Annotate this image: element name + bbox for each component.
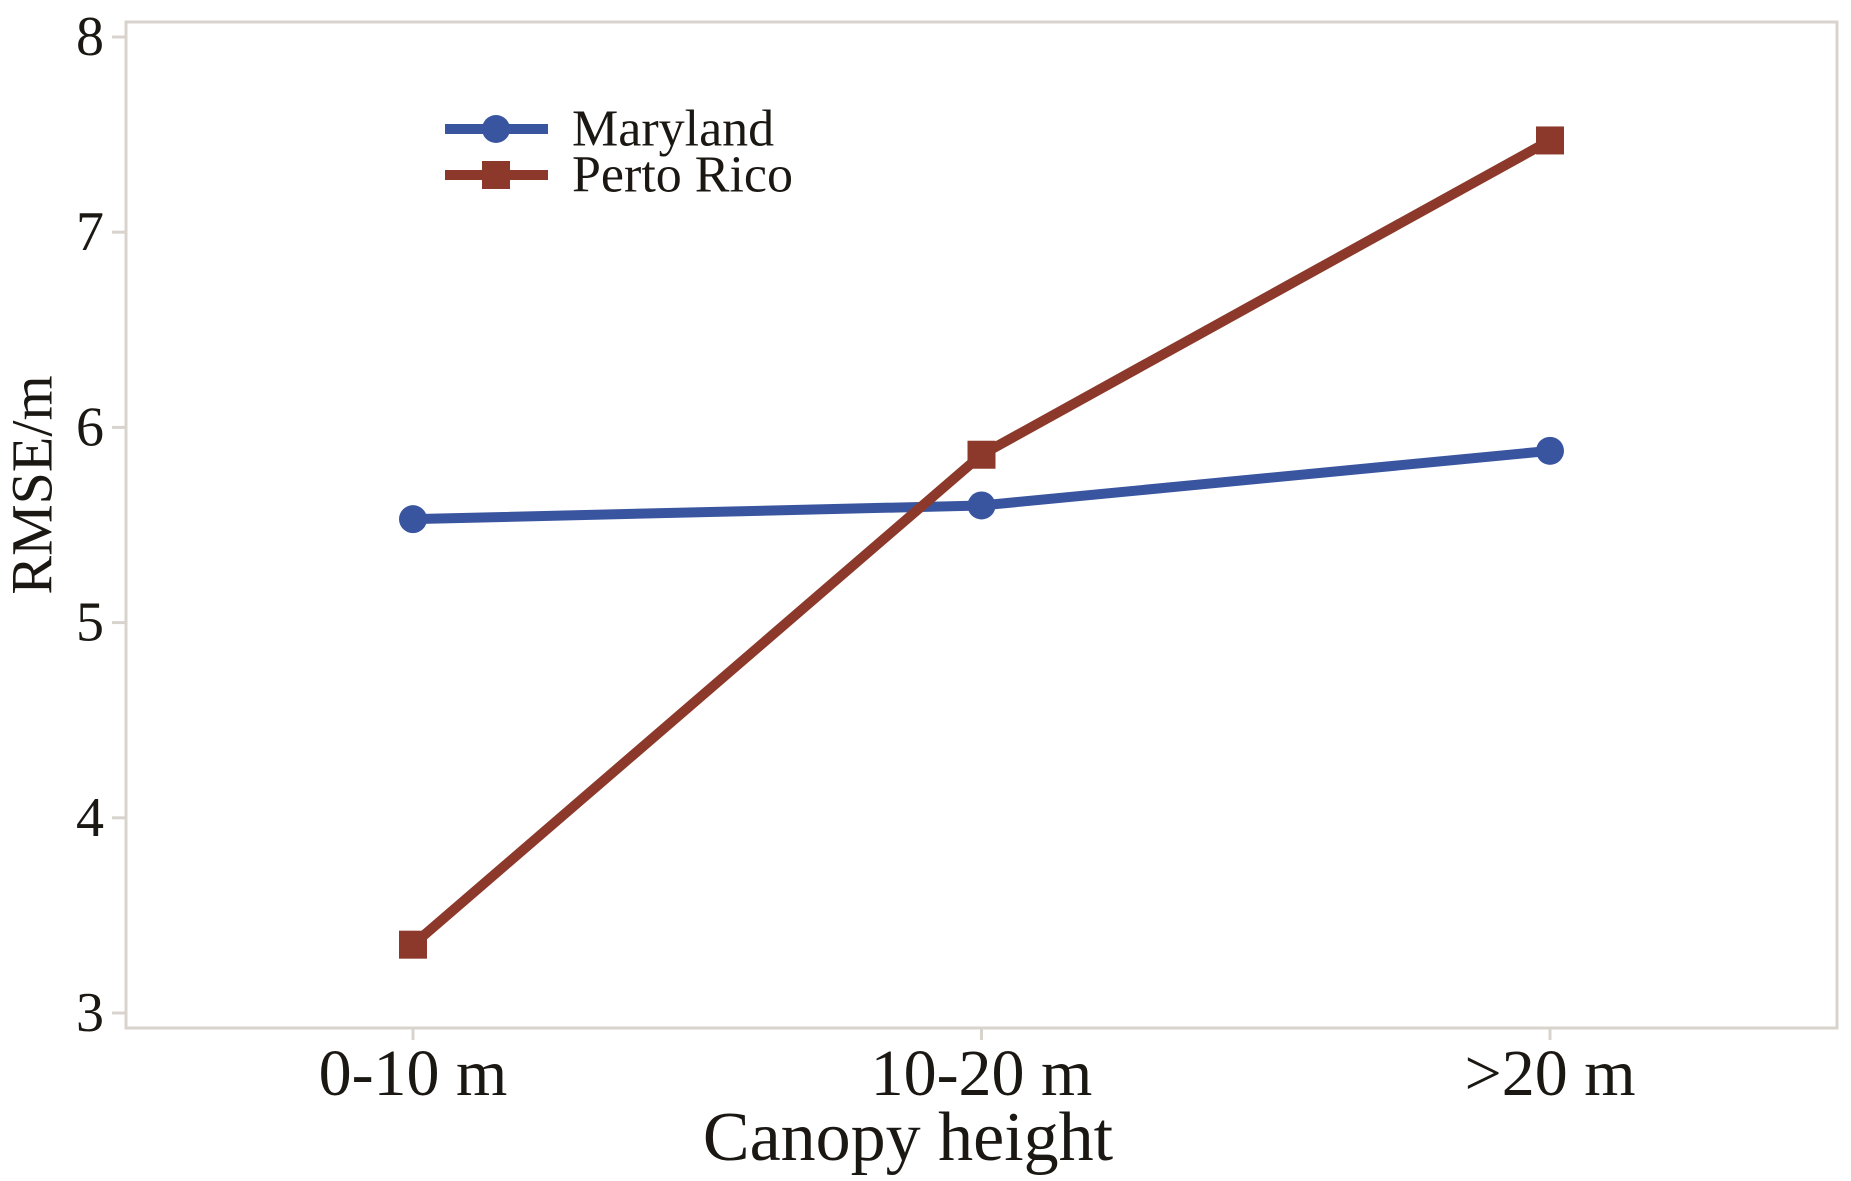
square-marker-icon-perto-rico-1 bbox=[967, 440, 996, 469]
circle-marker-icon-maryland-0 bbox=[399, 505, 427, 534]
x-axis-label: Canopy height bbox=[703, 1099, 1114, 1176]
square-marker-icon bbox=[482, 161, 510, 189]
plot-area: 3 4 5 6 7 8 0-10 m 10-20 m >20 m bbox=[76, 6, 1839, 1110]
x-tick-label: 0-10 m bbox=[319, 1037, 508, 1110]
x-tick-label: >20 m bbox=[1464, 1037, 1635, 1110]
legend-item-maryland: Maryland bbox=[445, 101, 774, 158]
legend-label: Maryland bbox=[572, 101, 774, 158]
y-tick-label: 3 bbox=[76, 982, 104, 1044]
legend-label: Perto Rico bbox=[572, 147, 793, 204]
y-tick-label: 7 bbox=[76, 201, 104, 263]
circle-marker-icon-maryland-2 bbox=[1536, 436, 1564, 465]
y-tick-label: 8 bbox=[76, 6, 104, 68]
series-line-perto-rico bbox=[409, 136, 1553, 949]
y-tick-label: 5 bbox=[76, 592, 104, 654]
legend-item-perto-rico: Perto Rico bbox=[445, 147, 793, 204]
circle-marker-icon-maryland-1 bbox=[967, 491, 996, 520]
y-tick-label: 6 bbox=[76, 396, 104, 458]
x-tick-label: 10-20 m bbox=[871, 1037, 1093, 1110]
y-tick-label: 4 bbox=[76, 787, 104, 849]
square-marker-icon-perto-rico-2 bbox=[1536, 126, 1564, 155]
square-marker-icon-perto-rico-0 bbox=[399, 930, 427, 959]
series-layer bbox=[399, 126, 1564, 959]
circle-marker-icon bbox=[482, 115, 510, 143]
y-axis-label: RMSE/m bbox=[0, 375, 65, 594]
plot-border bbox=[124, 20, 1839, 1030]
